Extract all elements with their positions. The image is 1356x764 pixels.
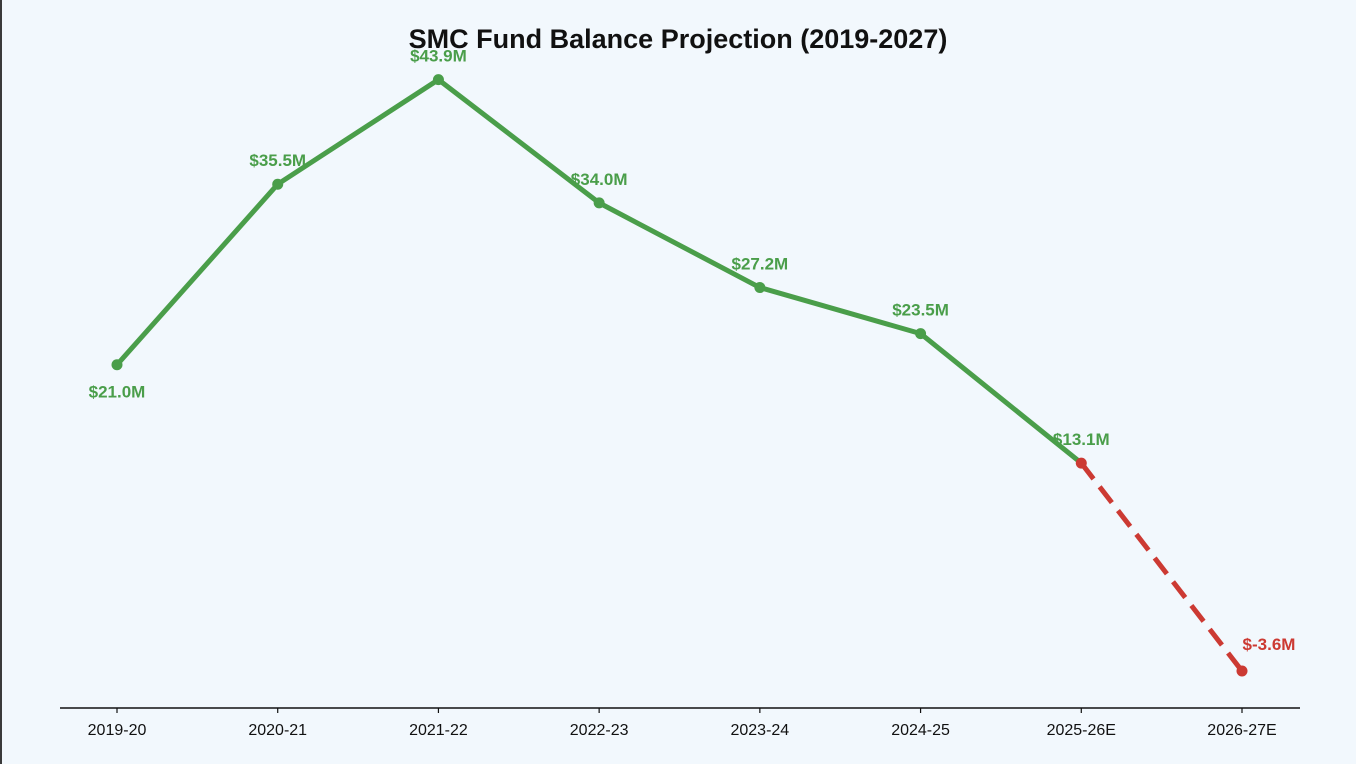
data-point-2020-21 <box>272 178 284 190</box>
data-point-2025-26E <box>1075 457 1087 469</box>
x-tick-label-2022-23: 2022-23 <box>570 722 629 739</box>
data-points <box>111 74 1248 677</box>
x-tick-label-2020-21: 2020-21 <box>248 722 307 739</box>
data-labels: $21.0M $35.5M $43.9M $34.0M $27.2M $23.5M $13.… <box>89 47 1296 654</box>
data-point-2019-20 <box>111 359 123 371</box>
data-point-2024-25 <box>915 328 927 340</box>
data-point-2021-22 <box>432 74 444 86</box>
data-point-2023-24 <box>754 282 766 294</box>
data-label-2025-26E: $13.1M <box>1053 430 1110 449</box>
data-label-2019-20: $21.0M <box>89 383 146 402</box>
data-point-2022-23 <box>593 197 605 209</box>
x-tick-label-2021-22: 2021-22 <box>409 722 468 739</box>
x-axis-ticks: 2019-20 2020-21 2021-22 2022-23 2023-24 2024-… <box>88 708 1277 739</box>
x-tick-label-2026-27E: 2026-27E <box>1207 722 1276 739</box>
data-label-2020-21: $35.5M <box>249 151 306 170</box>
data-point-2026-27E <box>1236 665 1248 677</box>
data-label-2024-25: $23.5M <box>892 301 949 320</box>
series-line-projection <box>1079 461 1244 673</box>
x-tick-label-2019-20: 2019-20 <box>88 722 147 739</box>
series-line-actual <box>114 77 1084 466</box>
data-label-2026-27E: $-3.6M <box>1243 635 1296 654</box>
x-tick-label-2023-24: 2023-24 <box>730 722 789 739</box>
data-label-2021-22: $43.9M <box>410 47 467 66</box>
x-tick-label-2025-26E: 2025-26E <box>1047 722 1116 739</box>
data-label-2023-24: $27.2M <box>732 255 789 274</box>
left-border <box>0 0 2 764</box>
chart-title: SMC Fund Balance Projection (2019-2027) <box>408 24 948 54</box>
data-label-2022-23: $34.0M <box>571 170 628 189</box>
x-tick-label-2024-25: 2024-25 <box>891 722 950 739</box>
